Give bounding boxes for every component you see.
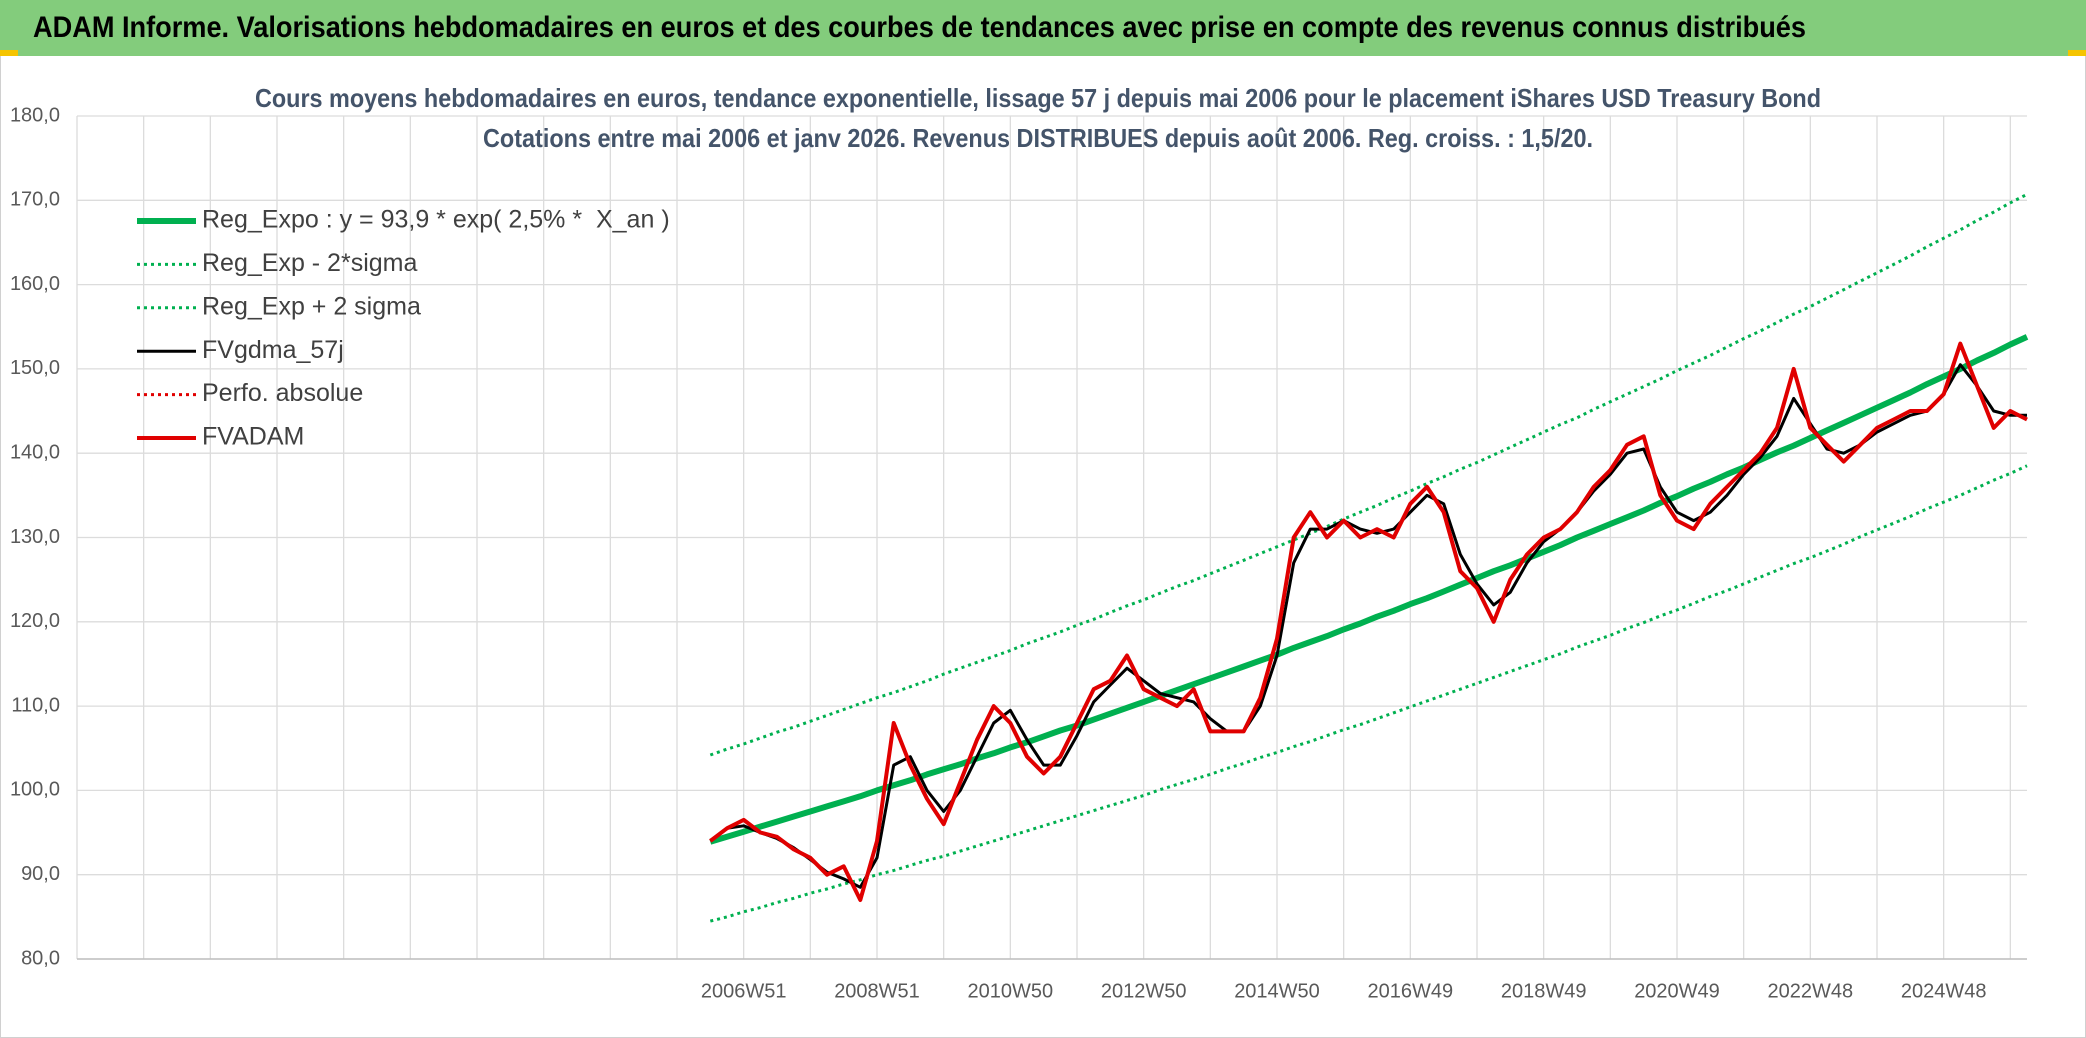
legend-text: Perfo. absolue xyxy=(202,379,363,407)
x-tick-label: 2024W48 xyxy=(1901,980,1987,1002)
y-tick-label: 100,0 xyxy=(10,779,60,801)
y-tick-label: 140,0 xyxy=(10,441,60,463)
legend-text: Reg_Exp - 2*sigma xyxy=(202,249,417,277)
y-tick-label: 130,0 xyxy=(10,526,60,548)
x-tick-label: 2016W49 xyxy=(1368,980,1454,1002)
legend-text: FVADAM xyxy=(202,423,304,451)
corner xyxy=(0,50,18,56)
legend-text: Reg_Exp + 2 sigma xyxy=(202,292,421,320)
y-tick-label: 180,0 xyxy=(10,104,60,126)
series-line xyxy=(709,464,2028,923)
y-tick-label: 170,0 xyxy=(10,189,60,211)
chart-title: Cours moyens hebdomadaires en euros, ten… xyxy=(255,83,1821,113)
y-tick-label: 110,0 xyxy=(11,694,60,716)
x-tick-label: 2018W49 xyxy=(1501,980,1587,1002)
corner xyxy=(2068,50,2086,56)
y-tick-label: 160,0 xyxy=(10,273,60,295)
x-tick-label: 2022W48 xyxy=(1768,980,1854,1002)
series-line xyxy=(709,193,2028,757)
x-tick-label: 2012W50 xyxy=(1101,980,1187,1002)
plot: 80,0 90,0 100,0 110,0 120,0 130,0 140,0 150,0 16… xyxy=(10,104,2029,1002)
x-tick-label: 2020W49 xyxy=(1634,980,1720,1002)
series-line xyxy=(709,334,2029,845)
header-title: ADAM Informe. Valorisations hebdomadaire… xyxy=(33,11,1806,44)
legend-text: FVgdma_57j xyxy=(202,336,344,364)
y-tick-label: 120,0 xyxy=(10,610,60,632)
x-tick-label: 2014W50 xyxy=(1234,980,1320,1002)
series-line xyxy=(709,341,2028,902)
x-tick-label: 2006W51 xyxy=(701,980,787,1002)
y-tick-label: 90,0 xyxy=(21,863,60,885)
x-tick-label: 2008W51 xyxy=(834,980,920,1002)
header-bar xyxy=(0,0,2086,56)
chart-subtitle: Cotations entre mai 2006 et janv 2026. R… xyxy=(483,123,1593,153)
legend-text: Reg_Expo : y = 93,9 * exp( 2,5% * X_an ) xyxy=(202,206,670,234)
y-tick-label: 80,0 xyxy=(21,947,60,969)
x-tick-label: 2010W50 xyxy=(968,980,1054,1002)
title-backdrop xyxy=(250,80,1840,156)
y-tick-label: 150,0 xyxy=(10,357,60,379)
